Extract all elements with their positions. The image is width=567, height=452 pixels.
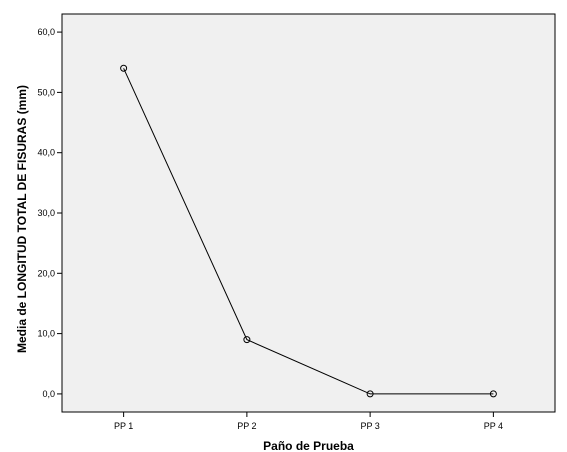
x-tick-label: PP 1 bbox=[114, 421, 133, 431]
x-tick-label: PP 4 bbox=[484, 421, 503, 431]
data-point-marker bbox=[489, 390, 497, 398]
y-axis-title: Media de LONGITUD TOTAL DE FISURAS (mm) bbox=[15, 85, 29, 353]
data-point-marker bbox=[243, 336, 251, 344]
data-point-marker bbox=[120, 64, 128, 72]
x-tick-label: PP 3 bbox=[360, 421, 379, 431]
x-tick-label: PP 2 bbox=[237, 421, 256, 431]
series-line bbox=[123, 68, 494, 395]
y-tick-label: 30,0 bbox=[37, 208, 55, 218]
y-tick-label: 0,0 bbox=[42, 389, 55, 399]
y-tick-label: 10,0 bbox=[37, 329, 55, 339]
y-tick-label: 20,0 bbox=[37, 268, 55, 278]
x-axis-title: Paño de Prueba bbox=[263, 439, 354, 452]
plot-area bbox=[61, 13, 556, 413]
y-tick-label: 50,0 bbox=[37, 87, 55, 97]
y-tick-label: 40,0 bbox=[37, 148, 55, 158]
y-tick-label: 60,0 bbox=[37, 27, 55, 37]
data-point-marker bbox=[366, 390, 374, 398]
